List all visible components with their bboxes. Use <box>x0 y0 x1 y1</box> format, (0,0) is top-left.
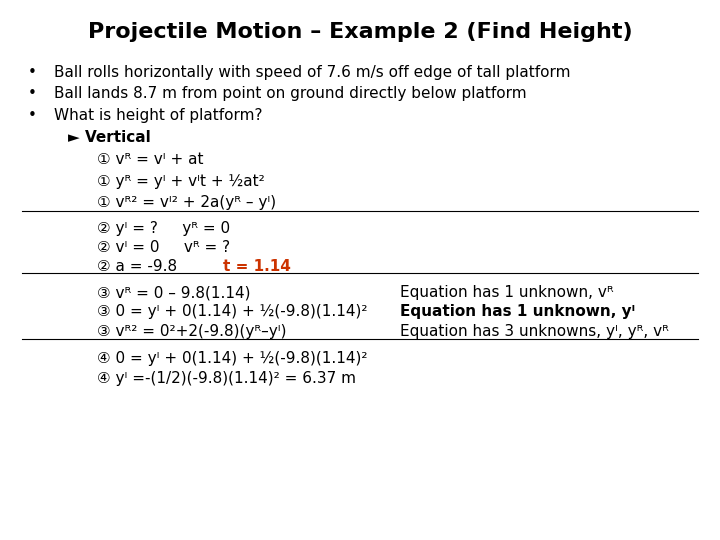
Text: ② vᴵ = 0     vᴿ = ?: ② vᴵ = 0 vᴿ = ? <box>97 240 230 255</box>
Text: ④ yᴵ =-(1/2)(-9.8)(1.14)² = 6.37 m: ④ yᴵ =-(1/2)(-9.8)(1.14)² = 6.37 m <box>97 371 356 386</box>
Text: Ball lands 8.7 m from point on ground directly below platform: Ball lands 8.7 m from point on ground di… <box>54 86 526 102</box>
Text: t = 1.14: t = 1.14 <box>223 259 291 274</box>
Text: ③ vᴿ = 0 – 9.8(1.14): ③ vᴿ = 0 – 9.8(1.14) <box>97 285 251 300</box>
Text: ① yᴿ = yᴵ + vᴵt + ½at²: ① yᴿ = yᴵ + vᴵt + ½at² <box>97 174 265 189</box>
Text: Ball rolls horizontally with speed of 7.6 m/s off edge of tall platform: Ball rolls horizontally with speed of 7.… <box>54 65 570 80</box>
Text: •: • <box>27 86 36 102</box>
Text: ③ vᴿ² = 0²+2(-9.8)(yᴿ–yᴵ): ③ vᴿ² = 0²+2(-9.8)(yᴿ–yᴵ) <box>97 324 287 339</box>
Text: •: • <box>27 108 36 123</box>
Text: Projectile Motion – Example 2 (Find Height): Projectile Motion – Example 2 (Find Heig… <box>88 22 632 42</box>
Text: ► Vertical: ► Vertical <box>68 130 151 145</box>
Text: Equation has 1 unknown, yᴵ: Equation has 1 unknown, yᴵ <box>400 304 635 319</box>
Text: ③ 0 = yᴵ + 0(1.14) + ½(-9.8)(1.14)²: ③ 0 = yᴵ + 0(1.14) + ½(-9.8)(1.14)² <box>97 304 368 319</box>
Text: •: • <box>27 65 36 80</box>
Text: Equation has 3 unknowns, yᴵ, yᴿ, vᴿ: Equation has 3 unknowns, yᴵ, yᴿ, vᴿ <box>400 324 668 339</box>
Text: ② a = -9.8: ② a = -9.8 <box>97 259 177 274</box>
Text: Equation has 1 unknown, vᴿ: Equation has 1 unknown, vᴿ <box>400 285 613 300</box>
Text: ① vᴿ² = vᴵ² + 2a(yᴿ – yᴵ): ① vᴿ² = vᴵ² + 2a(yᴿ – yᴵ) <box>97 195 276 211</box>
Text: ① vᴿ = vᴵ + at: ① vᴿ = vᴵ + at <box>97 152 204 167</box>
Text: What is height of platform?: What is height of platform? <box>54 108 263 123</box>
Text: ② yᴵ = ?     yᴿ = 0: ② yᴵ = ? yᴿ = 0 <box>97 221 230 237</box>
Text: ④ 0 = yᴵ + 0(1.14) + ½(-9.8)(1.14)²: ④ 0 = yᴵ + 0(1.14) + ½(-9.8)(1.14)² <box>97 351 368 366</box>
